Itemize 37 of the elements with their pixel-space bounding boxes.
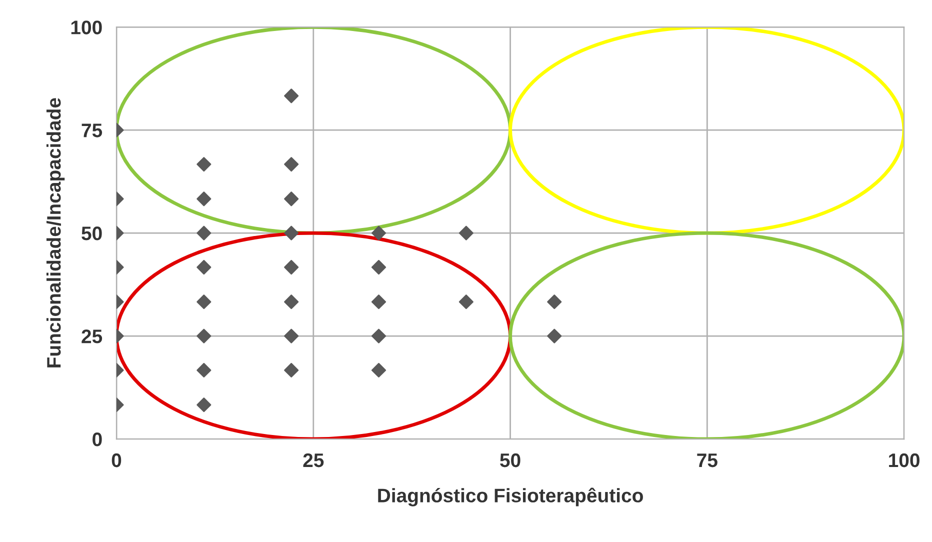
point xyxy=(196,156,212,172)
point xyxy=(196,398,212,412)
y-tick-label: 100 xyxy=(71,20,102,34)
y-tick-label: 25 xyxy=(82,330,102,344)
x-tick-label: 25 xyxy=(303,453,324,468)
x-tick-label: 100 xyxy=(889,453,920,468)
point xyxy=(196,226,212,240)
point xyxy=(371,328,386,344)
point xyxy=(284,294,299,310)
point xyxy=(458,226,474,240)
point xyxy=(547,328,562,344)
point xyxy=(284,88,299,104)
point xyxy=(284,226,299,240)
point xyxy=(371,226,386,240)
x-tick-label: 0 xyxy=(112,453,122,468)
point xyxy=(196,328,212,344)
y-axis-title: Funcionalidade/Incapacidade xyxy=(46,98,65,368)
x-axis-title: Diagnóstico Fisioterapêutico xyxy=(378,488,643,506)
point xyxy=(284,260,299,275)
point xyxy=(196,260,212,275)
point xyxy=(371,362,386,378)
x-tick-label: 50 xyxy=(500,453,520,468)
point xyxy=(458,294,474,310)
point xyxy=(284,156,299,172)
point xyxy=(284,362,299,378)
point xyxy=(547,294,562,310)
y-tick-label: 0 xyxy=(92,432,102,446)
x-tick-label: 75 xyxy=(697,454,718,468)
y-tick-label: 50 xyxy=(82,226,102,240)
point xyxy=(196,362,212,378)
point xyxy=(196,294,212,310)
point xyxy=(371,260,386,275)
point xyxy=(196,192,212,206)
y-tick-label: 75 xyxy=(82,124,102,138)
point xyxy=(284,328,299,344)
point xyxy=(284,192,299,206)
point xyxy=(371,294,386,310)
